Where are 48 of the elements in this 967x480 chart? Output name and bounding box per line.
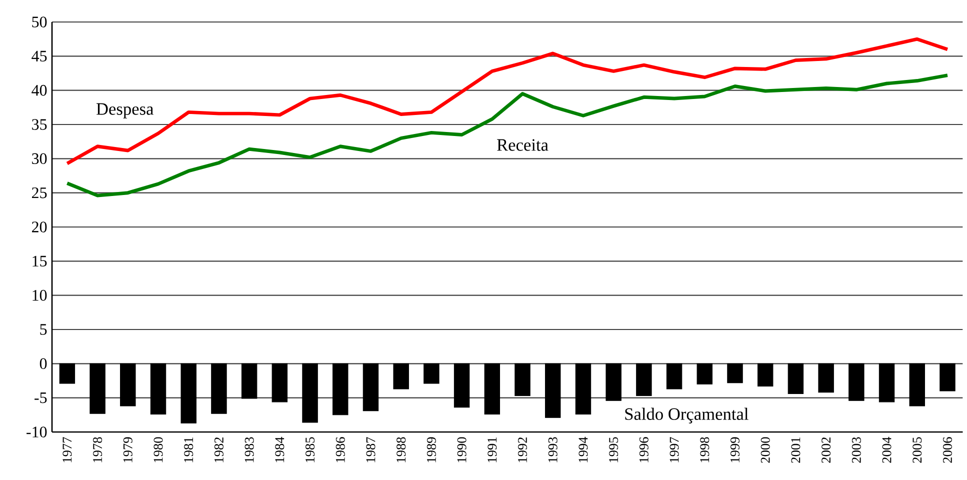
x-tick-label: 1989 [426,437,436,462]
x-tick-label: 2001 [791,438,800,463]
x-tick-label: 1977 [62,437,72,462]
line-series [65,37,950,166]
y-tick-label: 35 [32,119,47,130]
x-tick-label: 1992 [518,437,527,462]
y-tick-label: 5 [40,324,47,335]
x-tick-label: 1996 [639,437,648,462]
y-tick-label: 0 [40,358,47,370]
y-tick-label: 50 [32,16,47,28]
x-tick-label: 2004 [882,436,892,463]
x-tick-label: 1984 [275,436,284,462]
x-tick-label: 2002 [822,437,831,463]
x-tick-label: 2000 [760,437,770,463]
y-tick-label: -10 [26,426,47,438]
x-tick-label: 1978 [93,437,102,462]
x-tick-label: 1995 [609,437,618,462]
y-tick-label: -5 [34,392,47,404]
x-tick-label: 1986 [336,437,345,462]
x-tick-label: 2006 [942,437,952,463]
y-tick-label: 15 [32,256,47,267]
x-tick-label: 2003 [852,437,861,463]
x-tick-label: 1998 [700,437,710,462]
x-tick-label: 1990 [457,437,466,462]
x-tick-label: 1979 [123,437,132,462]
x-tick-label: 1981 [184,438,194,462]
series-label: Saldo Orçamental [625,408,748,424]
y-tick-label: 40 [32,84,47,96]
y-tick-label: 25 [32,187,47,198]
y-tick-label: 45 [32,50,47,62]
x-tick-label: 1993 [548,437,558,462]
line-series [65,74,950,198]
x-tick-label: 1983 [244,437,254,462]
x-tick-label: 1982 [214,437,224,462]
x-tick-label: 1991 [488,438,497,462]
y-tick-label: 10 [32,290,47,301]
x-tick-label: 2005 [912,437,922,463]
x-tick-label: 1985 [306,437,315,462]
series-label: Despesa [96,103,154,118]
y-tick-label: 30 [32,153,47,164]
x-tick-label: 1999 [730,437,740,462]
x-tick-label: 1987 [366,437,376,462]
x-tick-label: 1997 [670,437,679,462]
x-tick-label: 1980 [154,437,163,462]
y-tick-label: 20 [32,222,47,232]
x-tick-label: 1988 [396,437,406,462]
series-label: Receita [497,139,548,151]
x-tick-label: 1994 [578,436,588,462]
